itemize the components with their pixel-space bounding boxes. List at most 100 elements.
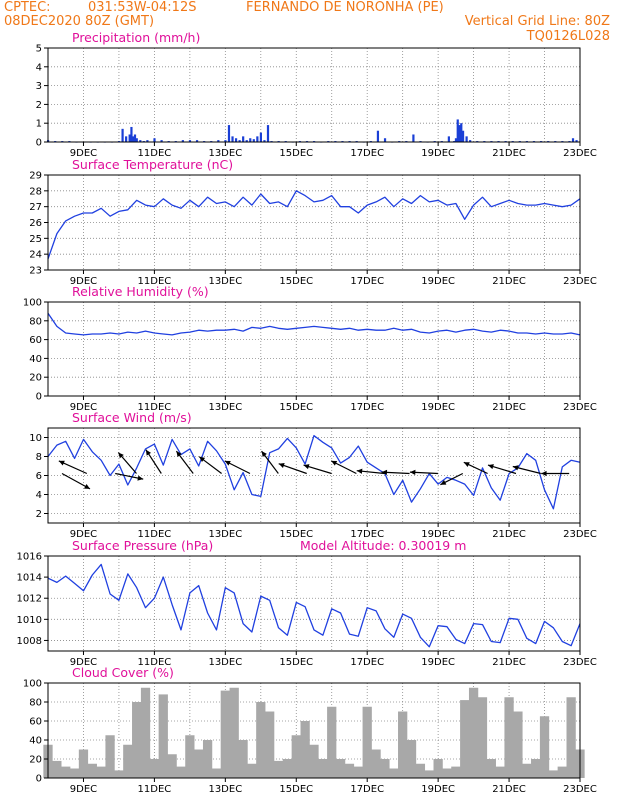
- y-tick-label: 23: [29, 266, 42, 277]
- header-source: CPTEC:: [4, 0, 51, 15]
- x-tick-label: 17DEC: [350, 276, 384, 287]
- cloud-cover-bar: [460, 700, 470, 778]
- cloud-cover-bar: [96, 766, 106, 778]
- x-tick-label: 11DEC: [138, 148, 172, 159]
- precipitation-bar: [571, 138, 575, 142]
- cloud-cover-bar: [132, 702, 142, 778]
- wind-vector-head: [512, 465, 519, 471]
- y-tick-label: 80: [29, 316, 42, 327]
- y-tick-label: 8: [36, 452, 42, 463]
- cloud-cover-bar: [566, 697, 576, 778]
- precipitation-bar: [135, 138, 138, 142]
- precipitation-bar: [249, 138, 252, 142]
- x-tick-label: 21DEC: [492, 402, 526, 413]
- panel-frame: [47, 47, 581, 143]
- precipitation-bar: [575, 140, 578, 142]
- x-tick-label: 21DEC: [492, 529, 526, 540]
- cloud-cover-bar: [522, 763, 532, 778]
- panel-surface-wind: Surface Wind (m/s) 2 4 6 8 10 9DEC 11DEC 13DEC 1…: [29, 410, 597, 540]
- cloud-cover-bar: [335, 759, 346, 778]
- y-tick-label: 1008: [17, 636, 42, 647]
- x-tick-label: 23DEC: [563, 402, 597, 413]
- precipitation-bar: [383, 138, 387, 142]
- panel-precipitation: Precipitation (mm/h) 0 1 2 3 4 5 9DEC 11DEC 13DE…: [36, 30, 597, 159]
- cloud-cover-bar: [202, 740, 213, 778]
- x-tick-label: 23DEC: [563, 657, 597, 668]
- panel-frame: [47, 301, 581, 397]
- wind-vector-head: [303, 464, 310, 470]
- wind-vector-head: [199, 456, 206, 463]
- cloud-cover-bar: [78, 749, 89, 778]
- x-tick-label: 19DEC: [421, 657, 455, 668]
- cloud-cover-bar: [114, 770, 124, 778]
- panel-title-cloud-cover: Cloud Cover (%): [72, 665, 174, 680]
- y-tick-label: 0: [36, 774, 42, 785]
- x-tick-label: 11DEC: [138, 657, 172, 668]
- cloud-cover-bar: [451, 766, 461, 778]
- y-tick-label: 6: [36, 471, 42, 482]
- cloud-cover-bar: [220, 690, 230, 778]
- x-tick-label: 11DEC: [138, 276, 172, 287]
- cloud-cover-bar: [424, 770, 434, 778]
- cloud-cover-bar: [149, 759, 160, 778]
- precipitation-bar: [242, 136, 245, 142]
- x-tick-label: 21DEC: [492, 784, 526, 795]
- panel-cloud-cover: Cloud Cover (%) 0 20 40 60 80 100 9DEC 11DEC 13D…: [23, 665, 597, 795]
- precipitation-bar: [376, 130, 380, 142]
- x-tick-label: 23DEC: [563, 148, 597, 159]
- x-tick-label: 17DEC: [350, 529, 384, 540]
- y-tick-label: 5: [36, 44, 42, 55]
- header-run-date: 08DEC2020 80Z (GMT): [4, 14, 154, 29]
- cloud-cover-bar: [300, 721, 310, 778]
- cloud-cover-bar: [406, 740, 417, 778]
- precipitation-bar: [447, 136, 450, 142]
- y-tick-label: 1010: [17, 615, 42, 626]
- y-tick-label: 60: [29, 335, 42, 346]
- cloud-cover-bar: [273, 760, 284, 778]
- x-tick-label: 13DEC: [208, 402, 242, 413]
- temp-series-line: [47, 190, 581, 260]
- wind-vector-head: [487, 464, 494, 470]
- x-tick-label: 9DEC: [70, 402, 97, 413]
- panel-surface-temperature: Surface Temperature (nC) 23 24 25 26 27 28 29 9…: [29, 157, 597, 287]
- precipitation-bar: [132, 136, 135, 142]
- precipitation-bar: [465, 136, 468, 142]
- x-tick-label: 23DEC: [563, 784, 597, 795]
- x-tick-label: 9DEC: [70, 784, 97, 795]
- cloud-cover-bar: [398, 711, 408, 778]
- y-tick-label: 3: [36, 81, 42, 92]
- wind-vector-head: [331, 460, 338, 466]
- y-tick-label: 28: [29, 186, 42, 197]
- x-tick-label: 15DEC: [279, 148, 313, 159]
- cloud-cover-bar: [61, 766, 71, 778]
- x-tick-label: 9DEC: [70, 148, 97, 159]
- precipitation-bar: [125, 136, 128, 142]
- y-tick-label: 1016: [17, 552, 42, 563]
- precipitation-bar: [181, 140, 184, 142]
- cloud-cover-bar: [158, 694, 168, 778]
- cloud-cover-bar: [344, 763, 355, 778]
- x-tick-label: 23DEC: [563, 276, 597, 287]
- x-tick-label: 17DEC: [350, 148, 384, 159]
- cloud-cover-bar: [247, 763, 257, 778]
- y-tick-label: 25: [29, 234, 42, 245]
- header-station: FERNANDO DE NORONHA (PE): [246, 0, 444, 15]
- panel-title-surface-temperature: Surface Temperature (nC): [72, 157, 233, 172]
- cloud-cover-bar: [176, 766, 186, 778]
- header-coordinates: 031:53W-04:12S: [88, 0, 196, 15]
- header-model-code: TQ0126L028: [526, 29, 610, 44]
- cloud-cover-bar: [504, 697, 514, 778]
- cloud-cover-bar: [291, 735, 301, 778]
- precipitation-bar: [252, 139, 255, 142]
- x-tick-label: 19DEC: [421, 529, 455, 540]
- wind-vector-head: [541, 470, 547, 477]
- wind-series-line: [47, 434, 581, 510]
- cloud-cover-bar: [495, 766, 505, 778]
- y-tick-label: 29: [29, 171, 42, 182]
- x-tick-label: 17DEC: [350, 402, 384, 413]
- y-tick-label: 80: [29, 698, 42, 709]
- x-tick-label: 21DEC: [492, 148, 526, 159]
- x-tick-label: 21DEC: [492, 276, 526, 287]
- wind-vector-head: [58, 460, 65, 466]
